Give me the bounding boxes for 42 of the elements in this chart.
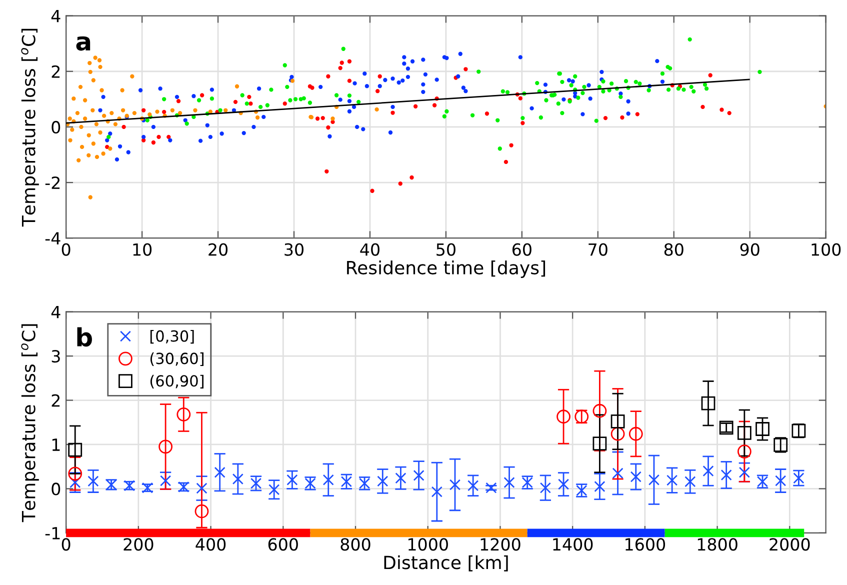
x-tick-label: 400	[196, 538, 226, 551]
x-tick-label: 0	[62, 538, 70, 551]
x-tick-label: 50	[436, 243, 456, 256]
y-tick-label: 0	[52, 482, 60, 496]
x-tick-label: 0	[62, 243, 70, 256]
y-tick-label: 1	[52, 438, 60, 451]
y-axis-title: Temperature loss [$^{o}$C]	[21, 28, 39, 227]
x-tick-label: 20	[208, 243, 228, 256]
y-tick-label: 2	[52, 394, 60, 407]
x-tick-label: 1000	[408, 538, 448, 551]
x-tick-label: 100	[812, 243, 841, 256]
x-tick-label: 60	[512, 243, 532, 256]
x-axis-title: Residence time [days]	[347, 260, 546, 278]
x-axis-title: Distance [km]	[384, 555, 508, 572]
y-tick-label: 0	[52, 120, 60, 134]
x-tick-label: 70	[588, 243, 608, 256]
x-tick-label: 90	[740, 243, 760, 256]
x-tick-label: 1800	[698, 538, 738, 551]
y-tick-label: 4	[51, 10, 60, 22]
legend-label: (30,60]	[150, 352, 204, 366]
legend-label: [0,30]	[150, 330, 194, 344]
annotation: a	[76, 36, 90, 51]
y-tick-label: 4	[51, 306, 60, 318]
annotation: b	[77, 327, 92, 347]
legend-label: (60,90]	[150, 374, 204, 388]
y-tick-label: 3	[52, 350, 60, 363]
x-tick-label: 1600	[626, 538, 666, 551]
y-axis-title: Temperature loss [$^{o}$C]	[21, 324, 39, 522]
x-tick-label: 1200	[480, 538, 520, 551]
x-tick-label: 1400	[553, 538, 593, 551]
y-tick-label: -2	[45, 176, 60, 189]
x-tick-label: 2000	[770, 538, 810, 551]
y-tick-label: 2	[52, 65, 60, 78]
y-tick-label: -4	[45, 232, 60, 244]
y-tick-label: -1	[45, 527, 60, 540]
x-tick-label: 30	[284, 243, 304, 256]
x-tick-label: 800	[340, 538, 370, 551]
x-tick-label: 80	[664, 243, 684, 256]
x-tick-label: 10	[133, 243, 152, 256]
x-tick-label: 600	[268, 538, 298, 551]
x-tick-label: 200	[124, 538, 154, 551]
x-tick-label: 40	[360, 243, 380, 256]
